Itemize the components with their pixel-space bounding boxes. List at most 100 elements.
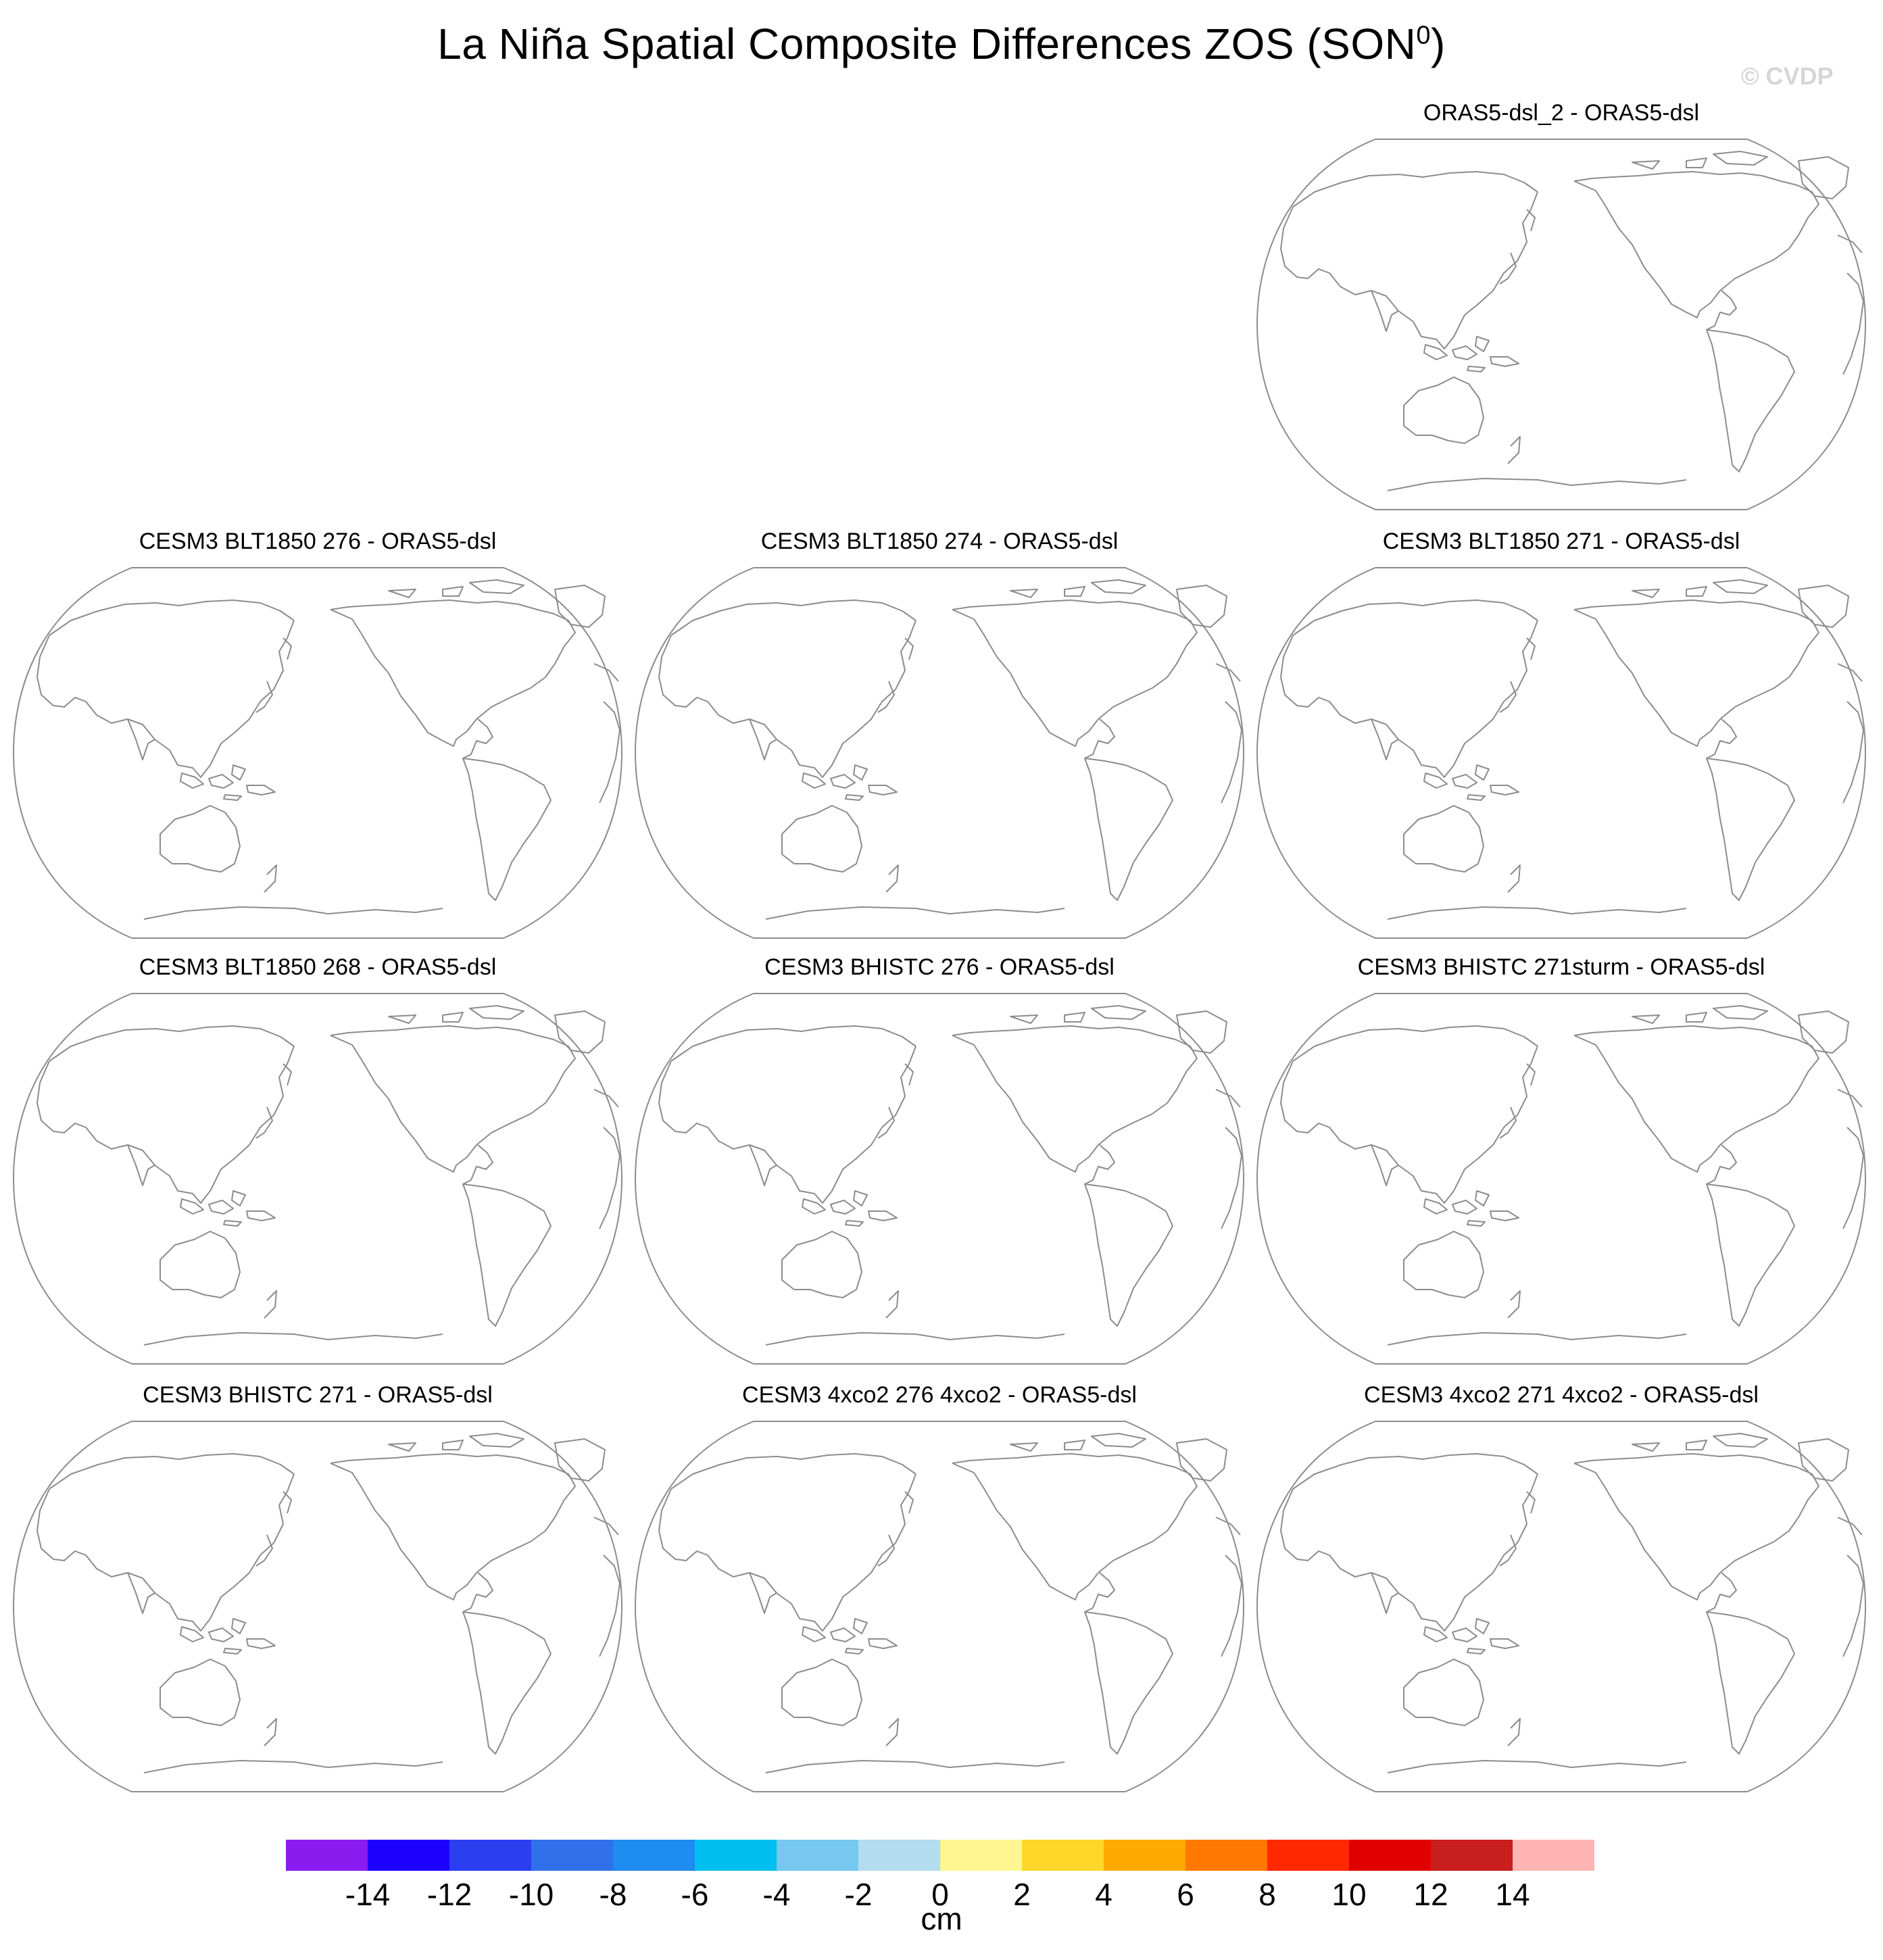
world-map — [1256, 139, 1867, 510]
coastline — [853, 1618, 868, 1634]
coastline — [1215, 1517, 1241, 1536]
coastline — [180, 1626, 204, 1642]
coastline — [1371, 290, 1399, 332]
colorbar-tick-label: -14 — [345, 1877, 391, 1912]
coastline — [180, 1198, 204, 1215]
coastline — [1292, 599, 1538, 636]
coastline — [1713, 579, 1768, 594]
coastline — [1423, 1626, 1448, 1642]
coastline — [1467, 794, 1486, 801]
coastline — [442, 1012, 464, 1023]
coastline — [223, 1648, 242, 1655]
coastline — [904, 1491, 914, 1514]
map-panel: CESM3 BHISTC 271 - ORAS5-dsl — [7, 1382, 629, 1815]
coastline — [830, 774, 856, 789]
world-map — [1256, 567, 1867, 939]
colorbar-swatch — [1022, 1840, 1104, 1871]
coastline — [1403, 805, 1484, 873]
panel-title: CESM3 4xco2 276 4xco2 - ORAS5-dsl — [742, 1382, 1137, 1408]
coastline — [180, 773, 204, 789]
coastline — [462, 1611, 552, 1755]
coastline — [802, 1198, 826, 1215]
colorbar-tick-label: -4 — [762, 1877, 791, 1912]
coastline — [49, 599, 295, 636]
coastline — [231, 1618, 246, 1634]
coastline — [283, 1063, 292, 1086]
coastline — [1292, 171, 1538, 207]
coastline — [1507, 1718, 1521, 1746]
coastline — [223, 1220, 242, 1227]
coastline — [462, 718, 493, 759]
coastline — [1280, 191, 1538, 349]
coastline — [1686, 1440, 1707, 1450]
coastline — [388, 1442, 416, 1452]
colorbar-tick-label: 8 — [1258, 1877, 1276, 1912]
colorbar-tick-label: -12 — [426, 1877, 472, 1912]
coastline — [143, 1332, 443, 1346]
coastline — [1010, 589, 1038, 598]
coastline — [658, 1473, 916, 1632]
coastline — [1842, 272, 1864, 375]
coastline — [1706, 758, 1795, 901]
colorbar-tick-label: 0 — [931, 1877, 949, 1912]
coastline — [1010, 1442, 1038, 1452]
coastline — [1452, 1627, 1477, 1642]
coastline — [1706, 1183, 1795, 1327]
coastline — [1221, 701, 1242, 804]
map-boundary — [1256, 139, 1867, 510]
colorbar-swatch — [1431, 1840, 1513, 1871]
coastline — [1176, 585, 1227, 628]
map-panel: CESM3 4xco2 276 4xco2 - ORAS5-dsl — [629, 1382, 1250, 1815]
coastline — [1837, 663, 1863, 682]
coastline — [1467, 1648, 1486, 1655]
coastline — [160, 1659, 241, 1726]
coastline — [1507, 436, 1521, 464]
coastline — [160, 805, 241, 873]
coastline — [554, 585, 606, 628]
panel-title: ORAS5-dsl_2 - ORAS5-dsl — [1423, 100, 1700, 126]
coastline — [952, 1025, 1198, 1146]
map-boundary — [1256, 567, 1867, 939]
coastline — [1507, 864, 1521, 893]
coastline — [1064, 586, 1085, 597]
coastline — [255, 1106, 273, 1139]
coastline — [1713, 151, 1768, 166]
coastline — [670, 1453, 916, 1490]
world-map — [634, 1421, 1245, 1792]
colorbar-tick-label: 12 — [1413, 1877, 1448, 1912]
coastline — [442, 586, 464, 597]
coastline — [885, 1290, 899, 1319]
panel-title: CESM3 BLT1850 271 - ORAS5-dsl — [1382, 529, 1740, 554]
coastline — [1632, 1442, 1660, 1452]
coastline — [1526, 1063, 1536, 1086]
panel-title: CESM3 4xco2 271 4xco2 - ORAS5-dsl — [1364, 1382, 1759, 1408]
coastline — [952, 1463, 1099, 1600]
title-superscript: 0 — [1416, 21, 1431, 50]
coastline — [231, 1190, 246, 1206]
colorbar-swatch — [940, 1840, 1022, 1871]
coastline — [1686, 586, 1707, 597]
coastline — [749, 718, 777, 760]
coastline — [246, 785, 276, 795]
coastline — [885, 864, 899, 893]
colorbar-tick-label: -2 — [844, 1877, 873, 1912]
colorbar-swatch — [777, 1840, 858, 1871]
coastline — [802, 1626, 826, 1642]
coastline — [1423, 773, 1448, 789]
coastline — [593, 663, 619, 682]
coastline — [1467, 366, 1486, 372]
coastline — [781, 1659, 862, 1726]
map-boundary — [634, 993, 1245, 1365]
coastline — [1798, 1010, 1849, 1054]
coastline — [469, 1433, 524, 1448]
coastline — [853, 1190, 868, 1206]
coastline — [1475, 336, 1490, 352]
coastline — [1573, 180, 1721, 318]
panel-title: CESM3 BHISTC 271sturm - ORAS5-dsl — [1357, 954, 1765, 980]
coastline — [1490, 785, 1519, 795]
map-panel: CESM3 BLT1850 268 - ORAS5-dsl — [7, 954, 629, 1387]
coastline — [208, 1627, 234, 1642]
colorbar-swatches — [286, 1840, 1594, 1871]
coastline — [845, 1648, 864, 1655]
panel-title: CESM3 BHISTC 276 - ORAS5-dsl — [764, 954, 1115, 980]
